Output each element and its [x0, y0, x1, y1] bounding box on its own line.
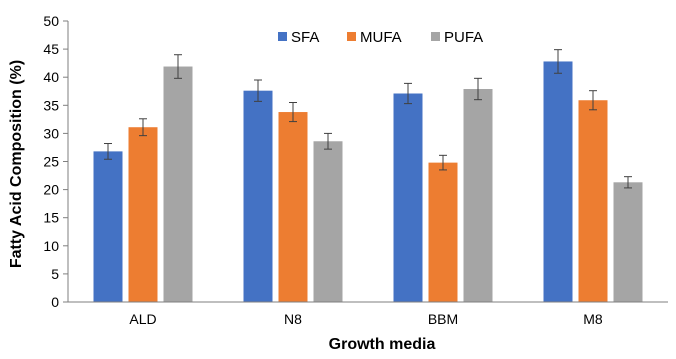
- bar-sfa-bbm: [393, 93, 423, 302]
- x-tick-label: N8: [284, 311, 302, 327]
- legend-swatch-pufa: [431, 32, 440, 41]
- legend-label-sfa: SFA: [291, 29, 319, 46]
- bar-sfa-n8: [243, 90, 273, 302]
- bar-mufa-m8: [578, 100, 608, 302]
- legend-label-mufa: MUFA: [360, 29, 402, 46]
- y-tick-label: 20: [43, 182, 59, 198]
- y-tick-label: 45: [43, 41, 59, 57]
- y-tick-label: 40: [43, 69, 59, 85]
- y-tick-label: 25: [43, 154, 59, 170]
- legend-label-pufa: PUFA: [444, 29, 483, 46]
- x-tick-label: M8: [583, 311, 603, 327]
- x-axis: ALD N8 BBM M8: [68, 301, 668, 327]
- y-tick-label: 30: [43, 125, 59, 141]
- y-tick-label: 15: [43, 210, 59, 226]
- x-tick-label: ALD: [129, 311, 156, 327]
- y-tick-label: 50: [43, 13, 59, 29]
- y-axis: 0 5 10 15 20 25 30 35 40 45 50: [43, 13, 69, 310]
- y-tick-label: 0: [51, 294, 59, 310]
- y-tick-label: 10: [43, 238, 59, 254]
- bar-mufa-bbm: [428, 162, 458, 302]
- bar-sfa-m8: [543, 61, 573, 302]
- bar-pufa-ald: [163, 66, 193, 302]
- bar-pufa-n8: [313, 141, 343, 302]
- y-axis-title: Fatty Acid Composition (%): [8, 60, 25, 268]
- bar-pufa-m8: [613, 182, 643, 302]
- bar-pufa-bbm: [463, 89, 493, 302]
- x-axis-title: Growth media: [329, 336, 436, 353]
- y-tick-label: 35: [43, 97, 59, 113]
- bars: [93, 49, 643, 302]
- legend: SFA MUFA PUFA: [278, 29, 483, 46]
- bar-sfa-ald: [93, 151, 123, 302]
- bar-mufa-n8: [278, 112, 308, 302]
- legend-swatch-sfa: [278, 32, 287, 41]
- bar-mufa-ald: [128, 127, 158, 302]
- y-tick-label: 5: [51, 266, 59, 282]
- legend-swatch-mufa: [347, 32, 356, 41]
- x-tick-label: BBM: [428, 311, 458, 327]
